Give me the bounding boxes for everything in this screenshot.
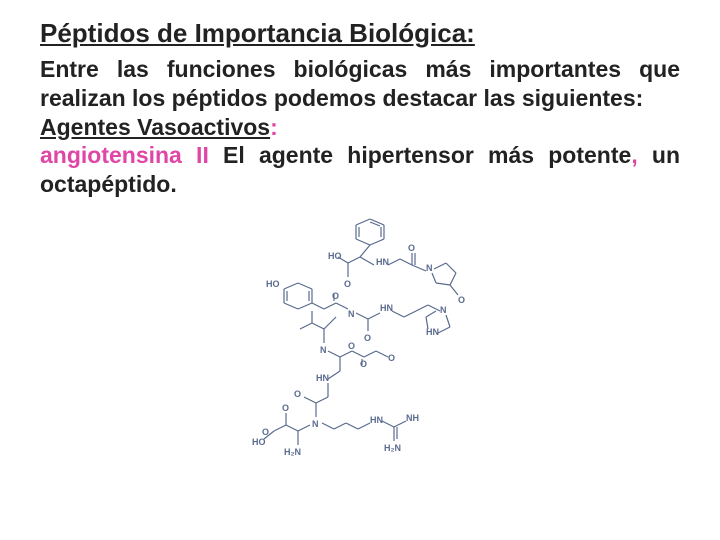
term-angiotensin: angiotensina II — [40, 142, 209, 168]
svg-text:N: N — [320, 345, 327, 355]
svg-text:NH: NH — [406, 413, 419, 423]
proline-ring: N — [426, 263, 456, 285]
body-text-2: potente — [548, 142, 631, 168]
svg-text:N: N — [312, 419, 319, 429]
svg-text:HN: HN — [376, 257, 389, 267]
svg-text:H₂N: H₂N — [284, 447, 301, 457]
svg-text:O: O — [294, 389, 301, 399]
svg-text:HO: HO — [266, 279, 280, 289]
svg-text:N: N — [440, 305, 447, 315]
svg-text:O: O — [360, 359, 367, 369]
svg-text:HO: HO — [252, 437, 266, 447]
svg-text:N: N — [426, 263, 433, 273]
svg-text:O: O — [348, 341, 355, 351]
svg-text:HN: HN — [316, 373, 329, 383]
svg-text:O: O — [282, 403, 289, 413]
subheading-line: Agentes Vasoactivos: — [40, 113, 680, 142]
svg-text:O: O — [332, 291, 339, 301]
body-text-1: El agente hipertensor más — [209, 142, 548, 168]
svg-text:O: O — [458, 295, 465, 305]
pink-comma: , — [631, 142, 652, 168]
imidazole-ring: N HN — [416, 305, 450, 337]
svg-text:HN: HN — [380, 303, 393, 313]
subheading-colon: : — [270, 114, 278, 140]
subheading-text: Agentes Vasoactivos — [40, 114, 270, 140]
svg-text:O: O — [408, 243, 415, 253]
svg-text:HO: HO — [328, 251, 342, 261]
svg-text:O: O — [344, 279, 351, 289]
molecule-diagram: HO O HN O N O HO O N HN O — [240, 211, 480, 471]
body-line-1: angiotensina II El agente hipertensor má… — [40, 141, 680, 199]
svg-text:N: N — [348, 309, 355, 319]
svg-text:O: O — [364, 333, 371, 343]
svg-text:H₂N: H₂N — [384, 443, 401, 453]
page-title: Péptidos de Importancia Biológica: — [40, 18, 680, 49]
svg-text:O: O — [388, 353, 395, 363]
intro-paragraph: Entre las funciones biológicas más impor… — [40, 55, 680, 113]
phenyl-ring-top — [356, 219, 384, 245]
svg-text:HN: HN — [370, 415, 383, 425]
tyrosine-ring: HO — [266, 279, 312, 309]
